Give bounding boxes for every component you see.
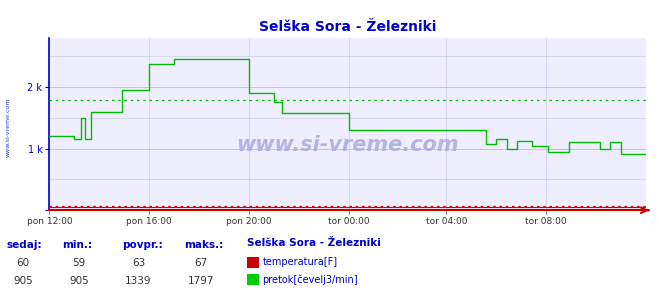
Text: 1339: 1339 bbox=[125, 276, 152, 286]
Text: 905: 905 bbox=[69, 276, 89, 286]
Text: www.si-vreme.com: www.si-vreme.com bbox=[5, 98, 11, 157]
Text: 59: 59 bbox=[72, 258, 86, 268]
Text: min.:: min.: bbox=[63, 240, 93, 250]
Text: pretok[čevelj3/min]: pretok[čevelj3/min] bbox=[262, 274, 358, 285]
Text: 1797: 1797 bbox=[188, 276, 214, 286]
Text: www.si-vreme.com: www.si-vreme.com bbox=[237, 135, 459, 155]
Text: sedaj:: sedaj: bbox=[7, 240, 42, 250]
Title: Selška Sora - Železniki: Selška Sora - Železniki bbox=[259, 20, 436, 34]
Text: 67: 67 bbox=[194, 258, 208, 268]
Text: povpr.:: povpr.: bbox=[122, 240, 163, 250]
Text: temperatura[F]: temperatura[F] bbox=[262, 257, 337, 267]
Text: maks.:: maks.: bbox=[185, 240, 224, 250]
Text: 63: 63 bbox=[132, 258, 145, 268]
Text: 905: 905 bbox=[13, 276, 33, 286]
Text: 60: 60 bbox=[16, 258, 30, 268]
Text: Selška Sora - Železniki: Selška Sora - Železniki bbox=[247, 238, 381, 249]
